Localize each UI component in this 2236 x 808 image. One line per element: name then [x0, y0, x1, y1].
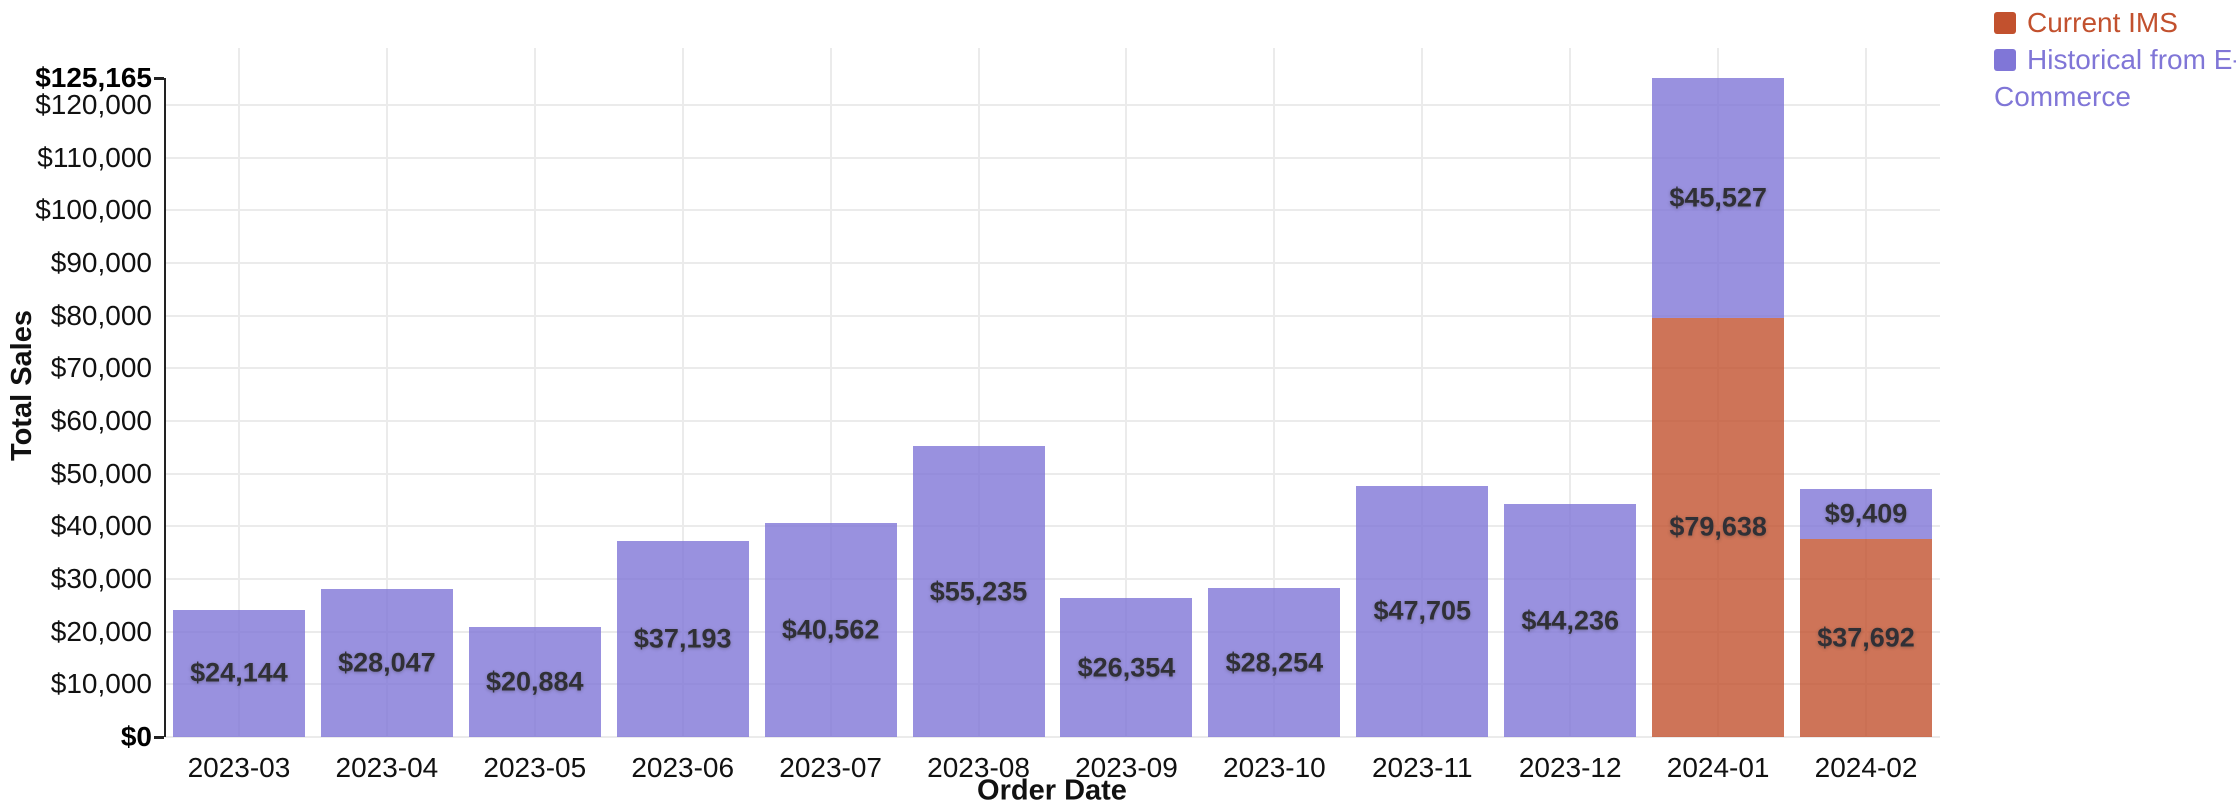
- gridline-vertical: [385, 48, 388, 737]
- legend-swatch: [1994, 12, 2016, 34]
- y-axis-tick-label: $90,000: [50, 247, 152, 279]
- y-axis-tick-label: $100,000: [35, 194, 152, 226]
- bar-value-label: $37,692: [1817, 622, 1915, 653]
- gridline-vertical: [977, 48, 980, 737]
- gridline-vertical: [1865, 48, 1868, 737]
- y-axis-tick-label: $30,000: [50, 563, 152, 595]
- legend: Current IMS Historical from E-Commerce: [1994, 4, 2236, 115]
- x-axis-tick-label: 2023-07: [779, 752, 883, 783]
- x-axis-tick-label: 2023-04: [335, 752, 439, 783]
- bar-segment: [1060, 598, 1193, 737]
- bar-segment: [468, 627, 601, 737]
- gridline-horizontal: [165, 367, 1940, 370]
- bar-segment: [912, 446, 1045, 737]
- x-axis-tick-label: 2024-02: [1814, 752, 1918, 783]
- y-axis-title-text: Total Sales: [5, 309, 38, 461]
- y-axis-tick-label: $50,000: [50, 457, 152, 489]
- bar-segment: [320, 589, 453, 737]
- gridline-vertical: [237, 48, 240, 737]
- bar-value-label: $26,354: [1077, 652, 1176, 683]
- y-axis-tick-label: $40,000: [50, 510, 152, 542]
- legend-label: Current IMS: [2027, 7, 2178, 38]
- gridline-vertical: [1125, 48, 1128, 737]
- bar-segment: [1652, 78, 1785, 318]
- bar-value-label: $24,144: [190, 657, 288, 688]
- gridline-horizontal: [165, 578, 1940, 581]
- bar-value-label: $47,705: [1373, 595, 1472, 626]
- y-axis-tick-label: $125,165: [35, 62, 152, 93]
- gridline-horizontal: [165, 736, 1940, 738]
- bar-segment: [172, 609, 305, 737]
- gridline-horizontal: [165, 104, 1940, 107]
- gridline-horizontal: [165, 683, 1940, 686]
- y-axis-tick-label: $60,000: [50, 405, 152, 437]
- y-axis-tick-label: $20,000: [50, 615, 152, 647]
- y-axis-tick-label: $70,000: [50, 352, 152, 384]
- legend-label: Historical from E-Commerce: [1994, 44, 2236, 112]
- bar-value-label: $28,047: [338, 647, 436, 678]
- x-axis-tick-label: 2023-09: [1075, 752, 1178, 783]
- x-axis-title: Order Date: [977, 774, 1127, 807]
- bar-value-label: $79,638: [1669, 511, 1767, 542]
- y-axis-tick-label: $120,000: [35, 89, 152, 121]
- gridline-horizontal: [165, 630, 1940, 633]
- gridline-vertical: [681, 48, 684, 737]
- y-axis-tick-label: $0: [120, 721, 152, 752]
- gridline-vertical: [1569, 48, 1572, 737]
- y-axis-tick-mark: [154, 76, 164, 80]
- gridline-horizontal: [165, 420, 1940, 423]
- bar-value-label: $40,562: [781, 614, 880, 645]
- x-axis-tick-label: 2024-01: [1666, 752, 1770, 783]
- y-axis-tick-mark: [154, 735, 164, 739]
- x-axis-tick-label: 2023-03: [187, 752, 291, 783]
- gridline-horizontal: [165, 156, 1940, 159]
- gridline-vertical: [1421, 48, 1424, 737]
- bar-segment: [1800, 538, 1933, 737]
- gridline-vertical: [829, 48, 832, 737]
- bar-value-label: $44,236: [1521, 605, 1620, 636]
- bar-segment: [616, 541, 749, 737]
- gridline-horizontal: [165, 525, 1940, 528]
- x-axis-tick-label: 2023-08: [927, 752, 1030, 783]
- y-axis-tick-label: $10,000: [50, 668, 152, 700]
- x-axis-tick-label: 2023-06: [631, 752, 735, 783]
- bar-segment: [1356, 485, 1489, 737]
- bar-value-label: $45,527: [1669, 182, 1767, 213]
- bar-segment: [1208, 588, 1341, 737]
- bar-value-label: $37,193: [633, 623, 732, 654]
- bar-value-label: $28,254: [1225, 647, 1324, 678]
- gridline-horizontal: [165, 209, 1940, 212]
- y-axis-line: [164, 78, 166, 737]
- gridline-horizontal: [165, 262, 1940, 265]
- bar-segment: [1504, 504, 1637, 737]
- y-axis-tick-label: $80,000: [50, 299, 152, 331]
- gridline-horizontal: [165, 472, 1940, 475]
- x-axis-tick-label: 2023-11: [1371, 752, 1473, 783]
- bar-segment: [764, 523, 897, 737]
- y-axis-tick-label: $110,000: [37, 141, 152, 173]
- bar-segment: [1800, 489, 1933, 539]
- legend-item: Historical from E-Commerce: [1994, 41, 2236, 115]
- gridline-vertical: [533, 48, 536, 737]
- x-axis-tick-label: 2023-12: [1518, 752, 1622, 783]
- bar-segment: [1652, 317, 1785, 737]
- bar-value-label: $55,235: [929, 576, 1028, 607]
- gridline-vertical: [1273, 48, 1276, 737]
- x-axis-tick-label: 2023-10: [1222, 752, 1326, 783]
- x-axis-tick-label: 2023-05: [483, 752, 587, 783]
- legend-swatch: [1994, 49, 2016, 71]
- legend-item: Current IMS: [1994, 4, 2236, 41]
- bar-value-label: $9,409: [1824, 498, 1908, 529]
- bar-value-label: $20,884: [485, 666, 584, 697]
- gridline-horizontal: [165, 314, 1940, 317]
